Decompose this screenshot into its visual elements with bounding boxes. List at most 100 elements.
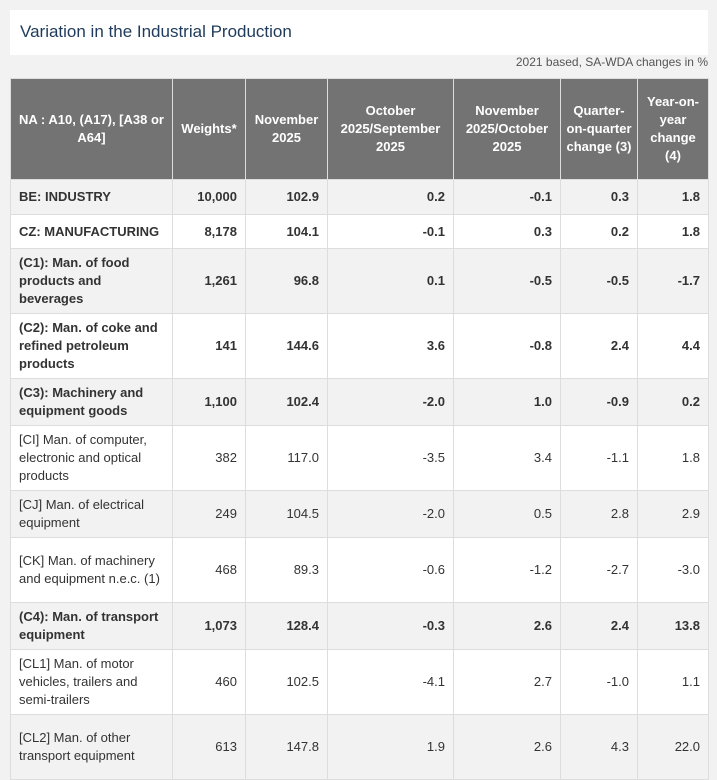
cell-value: 1.8 xyxy=(637,214,709,249)
cell-value: 460 xyxy=(172,649,246,715)
table-row: [CJ] Man. of electrical equipment 249 104.… xyxy=(10,490,709,538)
header-yoy: Year-on-year change (4) xyxy=(637,78,709,180)
cell-value: 249 xyxy=(172,490,246,538)
row-label: [CJ] Man. of electrical equipment xyxy=(10,490,173,538)
table-row: (C3): Machinery and equipment goods 1,100… xyxy=(10,378,709,426)
table-note: 2021 based, SA-WDA changes in % xyxy=(515,55,708,69)
cell-value: 117.0 xyxy=(245,425,328,491)
table-row: (C4): Man. of transport equipment 1,073 12… xyxy=(10,602,709,650)
cell-value: 1.1 xyxy=(637,649,709,715)
row-label: BE: INDUSTRY xyxy=(10,179,173,215)
cell-value: 0.2 xyxy=(327,179,454,215)
row-label: (C2): Man. of coke and refined petroleum… xyxy=(10,313,173,379)
cell-value: -1.1 xyxy=(560,425,638,491)
cell-value: 13.8 xyxy=(637,602,709,650)
cell-value: -2.0 xyxy=(327,490,454,538)
cell-value: 1.0 xyxy=(453,378,561,426)
table-row: BE: INDUSTRY 10,000 102.9 0.2 -0.1 0.3 1.8 xyxy=(10,179,709,215)
row-label: [CL1] Man. of motor vehicles, trailers a… xyxy=(10,649,173,715)
cell-value: -0.9 xyxy=(560,378,638,426)
cell-value: 2.8 xyxy=(560,490,638,538)
cell-value: 2.6 xyxy=(453,602,561,650)
cell-value: 3.6 xyxy=(327,313,454,379)
header-weights: Weights* xyxy=(172,78,246,180)
cell-value: 4.4 xyxy=(637,313,709,379)
cell-value: 1,073 xyxy=(172,602,246,650)
cell-value: 0.2 xyxy=(560,214,638,249)
cell-value: 102.9 xyxy=(245,179,328,215)
cell-value: 104.5 xyxy=(245,490,328,538)
row-label: (C3): Machinery and equipment goods xyxy=(10,378,173,426)
cell-value: 147.8 xyxy=(245,714,328,780)
cell-value: -1.2 xyxy=(453,537,561,603)
cell-value: 1,261 xyxy=(172,248,246,314)
cell-value: -1.7 xyxy=(637,248,709,314)
row-label: [CI] Man. of computer, electronic and op… xyxy=(10,425,173,491)
cell-value: 144.6 xyxy=(245,313,328,379)
cell-value: 8,178 xyxy=(172,214,246,249)
cell-value: 2.7 xyxy=(453,649,561,715)
cell-value: 2.6 xyxy=(453,714,561,780)
cell-value: 1,100 xyxy=(172,378,246,426)
row-label: [CL2] Man. of other transport equipment xyxy=(10,714,173,780)
cell-value: 10,000 xyxy=(172,179,246,215)
cell-value: -0.5 xyxy=(453,248,561,314)
production-table: NA : A10, (A17), [A38 or A64] Weights* N… xyxy=(10,78,709,780)
cell-value: -0.8 xyxy=(453,313,561,379)
cell-value: 2.4 xyxy=(560,602,638,650)
cell-value: 128.4 xyxy=(245,602,328,650)
cell-value: -2.0 xyxy=(327,378,454,426)
cell-value: -3.5 xyxy=(327,425,454,491)
header-row: NA : A10, (A17), [A38 or A64] Weights* N… xyxy=(10,78,709,180)
cell-value: -1.0 xyxy=(560,649,638,715)
cell-value: 22.0 xyxy=(637,714,709,780)
cell-value: 96.8 xyxy=(245,248,328,314)
title-box: Variation in the Industrial Production xyxy=(10,10,708,55)
row-label: (C4): Man. of transport equipment xyxy=(10,602,173,650)
cell-value: -0.5 xyxy=(560,248,638,314)
row-label: CZ: MANUFACTURING xyxy=(10,214,173,249)
table-row: (C1): Man. of food products and beverage… xyxy=(10,248,709,314)
row-label: (C1): Man. of food products and beverage… xyxy=(10,248,173,314)
cell-value: -2.7 xyxy=(560,537,638,603)
cell-value: 4.3 xyxy=(560,714,638,780)
row-label: [CK] Man. of machinery and equipment n.e… xyxy=(10,537,173,603)
cell-value: 0.3 xyxy=(453,214,561,249)
header-nov-oct: November 2025/October 2025 xyxy=(453,78,561,180)
cell-value: 382 xyxy=(172,425,246,491)
table-row: [CK] Man. of machinery and equipment n.e… xyxy=(10,537,709,603)
cell-value: 89.3 xyxy=(245,537,328,603)
page-title: Variation in the Industrial Production xyxy=(20,22,292,41)
cell-value: 0.3 xyxy=(560,179,638,215)
header-november: November 2025 xyxy=(245,78,328,180)
cell-value: -4.1 xyxy=(327,649,454,715)
cell-value: 0.1 xyxy=(327,248,454,314)
cell-value: 2.9 xyxy=(637,490,709,538)
cell-value: -0.1 xyxy=(327,214,454,249)
cell-value: -0.1 xyxy=(453,179,561,215)
cell-value: 3.4 xyxy=(453,425,561,491)
table-row: [CL1] Man. of motor vehicles, trailers a… xyxy=(10,649,709,715)
header-qoq: Quarter-on-quarter change (3) xyxy=(560,78,638,180)
cell-value: 141 xyxy=(172,313,246,379)
header-sector: NA : A10, (A17), [A38 or A64] xyxy=(10,78,173,180)
cell-value: 1.8 xyxy=(637,425,709,491)
cell-value: 0.5 xyxy=(453,490,561,538)
cell-value: 1.8 xyxy=(637,179,709,215)
cell-value: 104.1 xyxy=(245,214,328,249)
cell-value: -3.0 xyxy=(637,537,709,603)
cell-value: 468 xyxy=(172,537,246,603)
cell-value: 102.5 xyxy=(245,649,328,715)
table-row: (C2): Man. of coke and refined petroleum… xyxy=(10,313,709,379)
cell-value: 102.4 xyxy=(245,378,328,426)
cell-value: 0.2 xyxy=(637,378,709,426)
cell-value: -0.3 xyxy=(327,602,454,650)
header-oct-sep: October 2025/September 2025 xyxy=(327,78,454,180)
table-row: [CL2] Man. of other transport equipment 6… xyxy=(10,714,709,780)
cell-value: -0.6 xyxy=(327,537,454,603)
table-row: CZ: MANUFACTURING 8,178 104.1 -0.1 0.3 0.2 1.8 xyxy=(10,214,709,249)
table-row: [CI] Man. of computer, electronic and op… xyxy=(10,425,709,491)
cell-value: 1.9 xyxy=(327,714,454,780)
cell-value: 613 xyxy=(172,714,246,780)
cell-value: 2.4 xyxy=(560,313,638,379)
